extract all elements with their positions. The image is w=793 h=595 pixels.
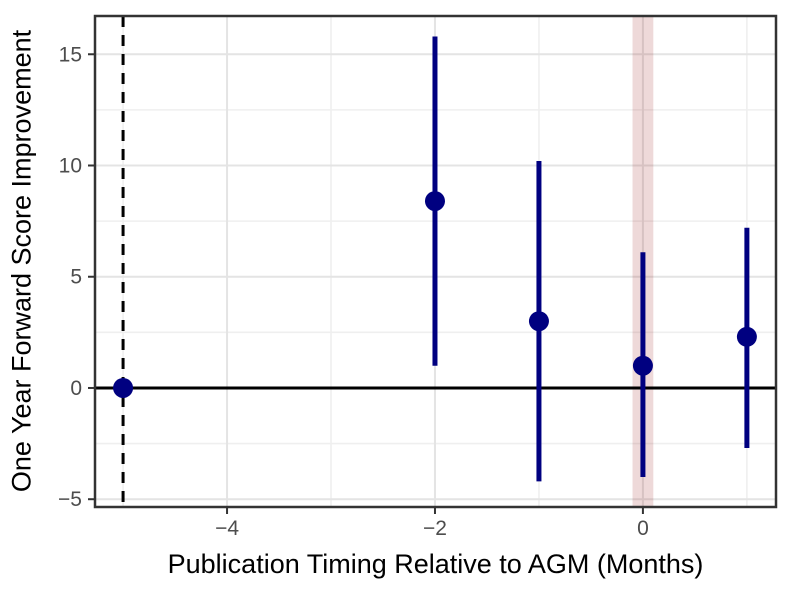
x-tick-label: −2 (423, 517, 447, 540)
x-axis-title: Publication Timing Relative to AGM (Mont… (167, 549, 704, 579)
y-tick-label: 15 (59, 43, 82, 66)
estimate-point (736, 326, 757, 347)
x-tick-label: 0 (637, 517, 649, 540)
y-tick-label: −5 (58, 488, 82, 511)
estimate-point (632, 355, 653, 376)
estimate-point (424, 191, 445, 212)
y-axis-title: One Year Forward Score Improvement (6, 29, 37, 493)
estimate-point (528, 311, 549, 332)
x-tick-label: −4 (215, 517, 239, 540)
y-tick-label: 10 (59, 155, 82, 178)
y-tick-label: 5 (70, 266, 82, 289)
y-tick-label: 0 (70, 377, 82, 400)
estimate-point (113, 377, 134, 398)
